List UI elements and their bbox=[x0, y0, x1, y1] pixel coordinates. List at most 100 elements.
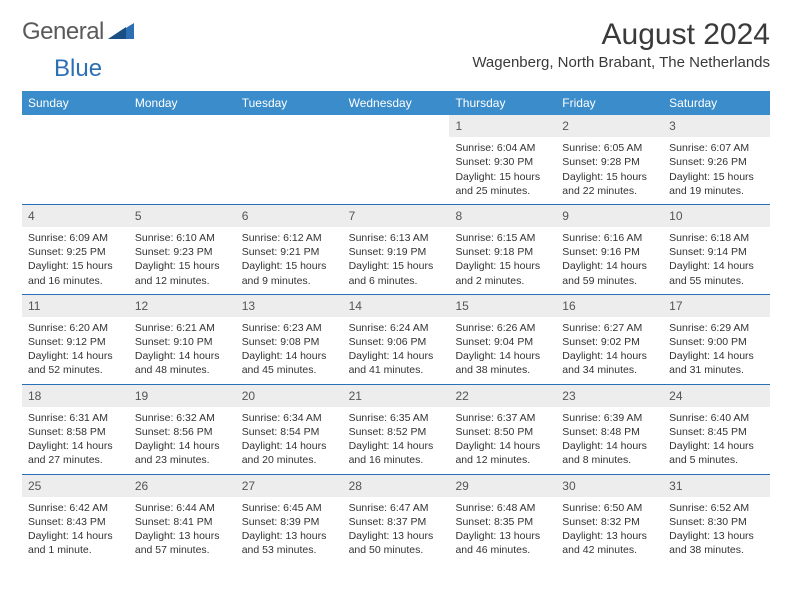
sunrise-text: Sunrise: 6:16 AM bbox=[562, 231, 657, 245]
daylight-text: Daylight: 14 hours and 52 minutes. bbox=[28, 349, 123, 377]
logo-text-blue: Blue bbox=[54, 55, 102, 83]
sunset-text: Sunset: 8:58 PM bbox=[28, 425, 123, 439]
date-number: 22 bbox=[449, 385, 556, 407]
day-header-tuesday: Tuesday bbox=[236, 91, 343, 115]
daylight-text: Daylight: 14 hours and 27 minutes. bbox=[28, 439, 123, 467]
day-cell: 8Sunrise: 6:15 AMSunset: 9:18 PMDaylight… bbox=[449, 205, 556, 294]
sunrise-text: Sunrise: 6:05 AM bbox=[562, 141, 657, 155]
day-cell: 24Sunrise: 6:40 AMSunset: 8:45 PMDayligh… bbox=[663, 385, 770, 474]
sunset-text: Sunset: 9:00 PM bbox=[669, 335, 764, 349]
day-cell: 10Sunrise: 6:18 AMSunset: 9:14 PMDayligh… bbox=[663, 205, 770, 294]
date-number: 8 bbox=[449, 205, 556, 227]
sunrise-text: Sunrise: 6:26 AM bbox=[455, 321, 550, 335]
daylight-text: Daylight: 13 hours and 42 minutes. bbox=[562, 529, 657, 557]
day-cell: 1Sunrise: 6:04 AMSunset: 9:30 PMDaylight… bbox=[449, 115, 556, 204]
daylight-text: Daylight: 14 hours and 12 minutes. bbox=[455, 439, 550, 467]
daylight-text: Daylight: 14 hours and 48 minutes. bbox=[135, 349, 230, 377]
sunset-text: Sunset: 9:10 PM bbox=[135, 335, 230, 349]
sunrise-text: Sunrise: 6:39 AM bbox=[562, 411, 657, 425]
sunset-text: Sunset: 8:56 PM bbox=[135, 425, 230, 439]
daylight-text: Daylight: 15 hours and 19 minutes. bbox=[669, 170, 764, 198]
day-details: Sunrise: 6:16 AMSunset: 9:16 PMDaylight:… bbox=[556, 227, 663, 294]
daylight-text: Daylight: 15 hours and 16 minutes. bbox=[28, 259, 123, 287]
sunrise-text: Sunrise: 6:10 AM bbox=[135, 231, 230, 245]
daylight-text: Daylight: 13 hours and 50 minutes. bbox=[349, 529, 444, 557]
sunrise-text: Sunrise: 6:42 AM bbox=[28, 501, 123, 515]
sunset-text: Sunset: 9:12 PM bbox=[28, 335, 123, 349]
sunrise-text: Sunrise: 6:47 AM bbox=[349, 501, 444, 515]
day-cell: 3Sunrise: 6:07 AMSunset: 9:26 PMDaylight… bbox=[663, 115, 770, 204]
daylight-text: Daylight: 14 hours and 55 minutes. bbox=[669, 259, 764, 287]
date-number: 12 bbox=[129, 295, 236, 317]
daylight-text: Daylight: 14 hours and 34 minutes. bbox=[562, 349, 657, 377]
sunset-text: Sunset: 9:04 PM bbox=[455, 335, 550, 349]
day-cell: 18 Sunrise: 6:31 AMSunset: 8:58 PMDayligh… bbox=[22, 385, 129, 474]
daylight-text: Daylight: 15 hours and 9 minutes. bbox=[242, 259, 337, 287]
date-number: 14 bbox=[343, 295, 450, 317]
day-details: Sunrise: 6:21 AMSunset: 9:10 PMDaylight:… bbox=[129, 317, 236, 384]
day-cell: 5Sunrise: 6:10 AMSunset: 9:23 PMDaylight… bbox=[129, 205, 236, 294]
day-details: Sunrise: 6:29 AMSunset: 9:00 PMDaylight:… bbox=[663, 317, 770, 384]
day-cell: 17Sunrise: 6:29 AMSunset: 9:00 PMDayligh… bbox=[663, 295, 770, 384]
day-cell: 22Sunrise: 6:37 AMSunset: 8:50 PMDayligh… bbox=[449, 385, 556, 474]
sunset-text: Sunset: 9:23 PM bbox=[135, 245, 230, 259]
sunrise-text: Sunrise: 6:09 AM bbox=[28, 231, 123, 245]
date-number: 27 bbox=[236, 475, 343, 497]
day-details: Sunrise: 6:07 AMSunset: 9:26 PMDaylight:… bbox=[663, 137, 770, 204]
title-block: August 2024 Wagenberg, North Brabant, Th… bbox=[472, 18, 770, 71]
sunrise-text: Sunrise: 6:27 AM bbox=[562, 321, 657, 335]
day-details: Sunrise: 6:05 AMSunset: 9:28 PMDaylight:… bbox=[556, 137, 663, 204]
date-number: 28 bbox=[343, 475, 450, 497]
date-number: 24 bbox=[663, 385, 770, 407]
daylight-text: Daylight: 14 hours and 31 minutes. bbox=[669, 349, 764, 377]
logo-text-general: General bbox=[22, 18, 104, 46]
day-cell: 14Sunrise: 6:24 AMSunset: 9:06 PMDayligh… bbox=[343, 295, 450, 384]
sunset-text: Sunset: 9:02 PM bbox=[562, 335, 657, 349]
day-details: Sunrise: 6:44 AMSunset: 8:41 PMDaylight:… bbox=[129, 497, 236, 564]
day-details: Sunrise: 6:52 AMSunset: 8:30 PMDaylight:… bbox=[663, 497, 770, 564]
sunset-text: Sunset: 8:48 PM bbox=[562, 425, 657, 439]
sunset-text: Sunset: 9:06 PM bbox=[349, 335, 444, 349]
day-cell: 31Sunrise: 6:52 AMSunset: 8:30 PMDayligh… bbox=[663, 475, 770, 564]
day-details: Sunrise: 6:18 AMSunset: 9:14 PMDaylight:… bbox=[663, 227, 770, 294]
day-details: Sunrise: 6:12 AMSunset: 9:21 PMDaylight:… bbox=[236, 227, 343, 294]
sunset-text: Sunset: 8:45 PM bbox=[669, 425, 764, 439]
daylight-text: Daylight: 14 hours and 59 minutes. bbox=[562, 259, 657, 287]
sunset-text: Sunset: 9:16 PM bbox=[562, 245, 657, 259]
daylight-text: Daylight: 13 hours and 38 minutes. bbox=[669, 529, 764, 557]
day-header-thursday: Thursday bbox=[449, 91, 556, 115]
day-details: Sunrise: 6:50 AMSunset: 8:32 PMDaylight:… bbox=[556, 497, 663, 564]
daylight-text: Daylight: 14 hours and 8 minutes. bbox=[562, 439, 657, 467]
date-number: 25 bbox=[22, 475, 129, 497]
sunrise-text: Sunrise: 6:29 AM bbox=[669, 321, 764, 335]
day-cell: 29Sunrise: 6:48 AMSunset: 8:35 PMDayligh… bbox=[449, 475, 556, 564]
sunset-text: Sunset: 8:39 PM bbox=[242, 515, 337, 529]
date-number: 10 bbox=[663, 205, 770, 227]
daylight-text: Daylight: 14 hours and 38 minutes. bbox=[455, 349, 550, 377]
date-number: 26 bbox=[129, 475, 236, 497]
date-number: 18 bbox=[22, 385, 129, 407]
day-header-friday: Friday bbox=[556, 91, 663, 115]
day-details: Sunrise: 6:42 AMSunset: 8:43 PMDaylight:… bbox=[22, 497, 129, 564]
sunset-text: Sunset: 8:54 PM bbox=[242, 425, 337, 439]
day-details: Sunrise: 6:45 AMSunset: 8:39 PMDaylight:… bbox=[236, 497, 343, 564]
daylight-text: Daylight: 13 hours and 53 minutes. bbox=[242, 529, 337, 557]
sunset-text: Sunset: 8:32 PM bbox=[562, 515, 657, 529]
day-details: Sunrise: 6:24 AMSunset: 9:06 PMDaylight:… bbox=[343, 317, 450, 384]
day-headers-row: SundayMondayTuesdayWednesdayThursdayFrid… bbox=[22, 91, 770, 115]
sunrise-text: Sunrise: 6:34 AM bbox=[242, 411, 337, 425]
sunrise-text: Sunrise: 6:12 AM bbox=[242, 231, 337, 245]
daylight-text: Daylight: 14 hours and 20 minutes. bbox=[242, 439, 337, 467]
date-number: 15 bbox=[449, 295, 556, 317]
day-details: Sunrise: 6:20 AMSunset: 9:12 PMDaylight:… bbox=[22, 317, 129, 384]
sunset-text: Sunset: 9:28 PM bbox=[562, 155, 657, 169]
sunrise-text: Sunrise: 6:45 AM bbox=[242, 501, 337, 515]
week-row: 25Sunrise: 6:42 AMSunset: 8:43 PMDayligh… bbox=[22, 474, 770, 564]
daylight-text: Daylight: 15 hours and 22 minutes. bbox=[562, 170, 657, 198]
sunrise-text: Sunrise: 6:07 AM bbox=[669, 141, 764, 155]
date-number: 4 bbox=[22, 205, 129, 227]
empty-cell bbox=[343, 115, 450, 204]
sunrise-text: Sunrise: 6:31 AM bbox=[28, 411, 123, 425]
day-cell: 15 Sunrise: 6:26 AMSunset: 9:04 PMDayligh… bbox=[449, 295, 556, 384]
day-cell: 23Sunrise: 6:39 AMSunset: 8:48 PMDayligh… bbox=[556, 385, 663, 474]
